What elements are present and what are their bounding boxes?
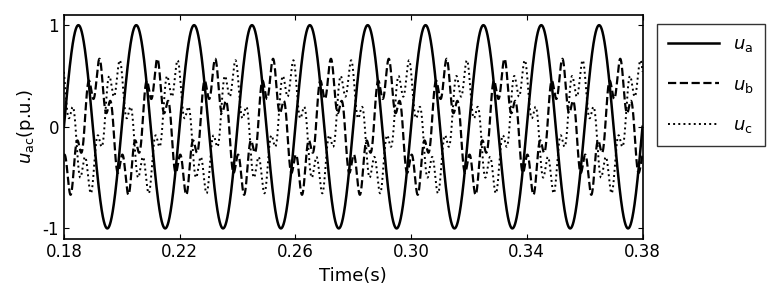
$u_{\mathrm{a}}$ bbox=[73, 23, 83, 27]
Line: $u_{\mathrm{b}}$: $u_{\mathrm{b}}$ bbox=[64, 59, 643, 195]
$u_{\mathrm{a}}$ bbox=[519, 157, 529, 161]
$u_{\mathrm{c}}$ bbox=[427, 156, 436, 159]
$u_{\mathrm{c}}$ bbox=[519, 61, 529, 64]
Line: $u_{\mathrm{c}}$: $u_{\mathrm{c}}$ bbox=[64, 60, 643, 193]
$u_{\mathrm{c}}$ bbox=[88, 178, 98, 181]
$u_{\mathrm{b}}$ bbox=[488, 82, 498, 85]
Legend: $u_{\mathrm{a}}$, $u_{\mathrm{b}}$, $u_{\mathrm{c}}$: $u_{\mathrm{a}}$, $u_{\mathrm{b}}$, $u_{… bbox=[658, 24, 764, 146]
$u_{\mathrm{b}}$ bbox=[59, 154, 69, 157]
$u_{\mathrm{a}}$ bbox=[269, 195, 278, 199]
$u_{\mathrm{b}}$ bbox=[471, 193, 480, 196]
$u_{\mathrm{b}}$ bbox=[88, 97, 98, 100]
$u_{\mathrm{b}}$ bbox=[638, 154, 647, 157]
$u_{\mathrm{a}}$ bbox=[623, 226, 633, 230]
Y-axis label: $u_{\mathrm{ac}}$(p.u.): $u_{\mathrm{ac}}$(p.u.) bbox=[15, 89, 37, 164]
$u_{\mathrm{b}}$ bbox=[519, 169, 529, 172]
$u_{\mathrm{c}}$ bbox=[59, 70, 69, 74]
$u_{\mathrm{a}}$ bbox=[88, 128, 98, 131]
$u_{\mathrm{c}}$ bbox=[115, 58, 125, 62]
$u_{\mathrm{a}}$ bbox=[59, 125, 69, 129]
$u_{\mathrm{c}}$ bbox=[269, 140, 278, 144]
$u_{\mathrm{c}}$ bbox=[638, 70, 647, 74]
$u_{\mathrm{a}}$ bbox=[638, 125, 647, 129]
$u_{\mathrm{a}}$ bbox=[427, 44, 436, 48]
$u_{\mathrm{b}}$ bbox=[500, 57, 509, 61]
X-axis label: Time(s): Time(s) bbox=[319, 267, 387, 285]
$u_{\mathrm{c}}$ bbox=[402, 75, 411, 78]
$u_{\mathrm{b}}$ bbox=[269, 57, 278, 61]
$u_{\mathrm{a}}$ bbox=[402, 175, 411, 178]
$u_{\mathrm{b}}$ bbox=[402, 169, 411, 172]
$u_{\mathrm{b}}$ bbox=[427, 127, 436, 130]
$u_{\mathrm{a}}$ bbox=[488, 73, 498, 77]
$u_{\mathrm{c}}$ bbox=[488, 173, 498, 177]
Line: $u_{\mathrm{a}}$: $u_{\mathrm{a}}$ bbox=[64, 25, 643, 228]
$u_{\mathrm{c}}$ bbox=[86, 191, 95, 195]
